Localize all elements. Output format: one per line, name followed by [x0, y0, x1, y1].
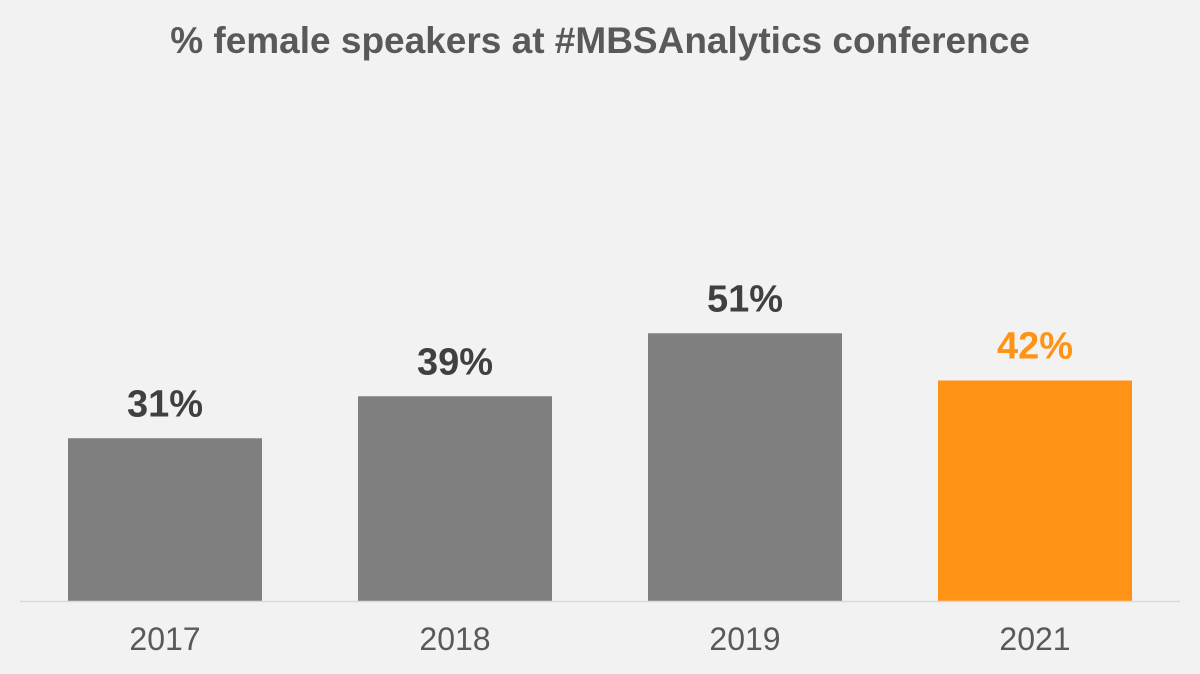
x-tick-labels-layer: 2017 2018 2019 2021 [129, 621, 1070, 657]
x-tick-label-2021: 2021 [999, 621, 1070, 657]
x-tick-label-2018: 2018 [419, 621, 490, 657]
data-labels-layer: 31% 39% 51% 42% [127, 278, 1073, 425]
x-tick-label-2017: 2017 [129, 621, 200, 657]
data-label-2021: 42% [997, 326, 1073, 368]
bar-2018 [358, 396, 552, 601]
data-label-2017: 31% [127, 383, 203, 425]
x-tick-label-2019: 2019 [709, 621, 780, 657]
chart-title: % female speakers at #MBSAnalytics confe… [170, 20, 1030, 61]
bars-layer [68, 333, 1132, 601]
data-label-2018: 39% [417, 341, 493, 383]
bar-2021 [938, 380, 1132, 601]
bar-2017 [68, 438, 262, 601]
bar-2019 [648, 333, 842, 601]
data-label-2019: 51% [707, 278, 783, 320]
